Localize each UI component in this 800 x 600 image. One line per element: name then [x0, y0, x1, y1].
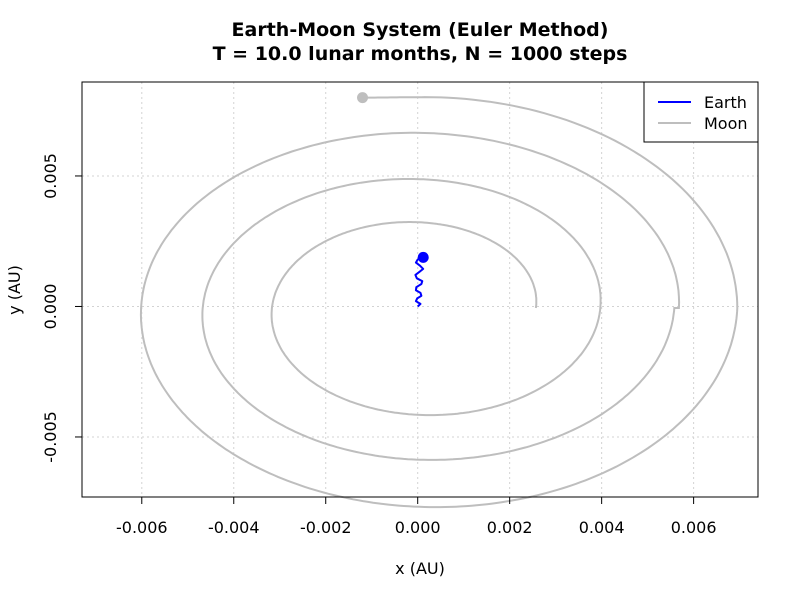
moon-end-marker: [357, 92, 369, 104]
legend-box: [643, 81, 759, 143]
chart-title: Earth-Moon System (Euler Method): [232, 19, 609, 41]
chart-subtitle: T = 10.0 lunar months, N = 1000 steps: [213, 43, 628, 65]
legend: Earth Moon: [643, 81, 759, 143]
x-axis-label: x (AU): [395, 559, 445, 578]
x-tick-label: -0.004: [208, 518, 260, 537]
legend-earth-label: Earth: [704, 93, 747, 112]
x-tick-label: 0.006: [671, 518, 717, 537]
earth-trajectory: [414, 256, 425, 308]
grid: [82, 82, 758, 497]
x-tick-label: -0.006: [116, 518, 168, 537]
x-axis: -0.006 -0.004 -0.002 0.000 0.002 0.004 0.006: [116, 496, 717, 537]
plot-frame: [81, 81, 759, 498]
legend-moon-label: Moon: [704, 114, 748, 133]
moon-trajectory: [139, 96, 739, 509]
moon-layer: [139, 92, 739, 509]
x-tick-label: 0.004: [579, 518, 625, 537]
y-tick-label: 0.005: [41, 153, 60, 199]
x-tick-label: -0.002: [300, 518, 352, 537]
y-axis: -0.005 0.000 0.005: [41, 153, 83, 463]
earth-end-marker: [417, 251, 429, 263]
y-tick-label: 0.000: [41, 284, 60, 330]
x-tick-label: 0.002: [487, 518, 533, 537]
x-tick-label: 0.000: [395, 518, 441, 537]
earth-layer: [414, 251, 429, 308]
y-tick-label: -0.005: [41, 411, 60, 463]
y-axis-label: y (AU): [5, 265, 24, 315]
